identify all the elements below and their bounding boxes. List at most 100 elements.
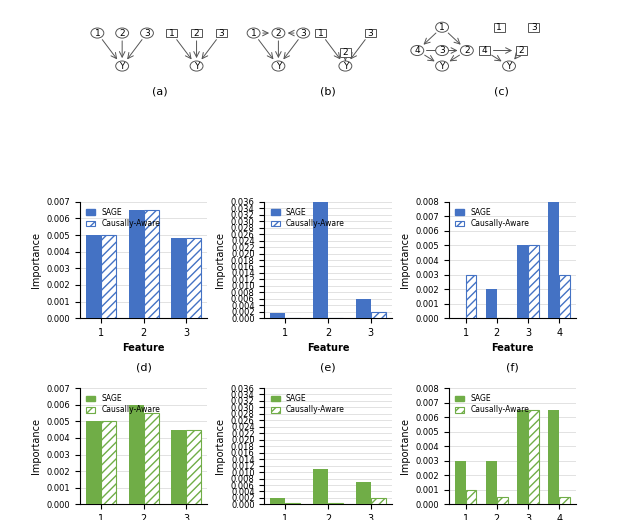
X-axis label: Feature: Feature (307, 344, 349, 354)
Text: Y: Y (440, 61, 445, 71)
Bar (143, 413, 159, 504)
Bar (559, 497, 570, 504)
Bar (315, 29, 326, 37)
Text: 4: 4 (415, 46, 420, 55)
Bar (270, 498, 285, 504)
Bar (186, 238, 202, 318)
Bar (313, 469, 328, 504)
Bar (548, 410, 559, 504)
Bar (517, 410, 528, 504)
Bar (129, 210, 143, 318)
Circle shape (502, 61, 515, 71)
Circle shape (339, 61, 352, 71)
Bar (172, 238, 186, 318)
Bar (100, 421, 116, 504)
Bar (528, 410, 539, 504)
Text: 2: 2 (518, 46, 524, 55)
Text: 4: 4 (481, 46, 487, 55)
Bar (365, 29, 376, 37)
Y-axis label: Importance: Importance (400, 232, 410, 288)
Text: 3: 3 (218, 29, 224, 37)
Text: (b): (b) (320, 86, 336, 96)
Bar (86, 235, 100, 318)
Bar (313, 202, 328, 318)
Circle shape (190, 61, 203, 71)
Bar (270, 314, 285, 318)
Bar (529, 23, 540, 32)
Text: 1: 1 (95, 29, 100, 37)
Text: 2: 2 (276, 29, 281, 37)
Text: 3: 3 (144, 29, 150, 37)
Text: 1: 1 (251, 29, 257, 37)
Y-axis label: Importance: Importance (215, 418, 225, 474)
Circle shape (272, 28, 285, 38)
Circle shape (436, 22, 449, 32)
Bar (528, 245, 539, 318)
Text: 3: 3 (439, 46, 445, 55)
Bar (559, 275, 570, 318)
Text: Y: Y (120, 61, 125, 71)
Text: 2: 2 (194, 29, 200, 37)
Legend: SAGE, Causally-Aware: SAGE, Causally-Aware (268, 392, 347, 417)
Circle shape (247, 28, 260, 38)
Circle shape (436, 61, 449, 71)
Bar (486, 289, 497, 318)
Bar (517, 245, 528, 318)
Bar (486, 461, 497, 504)
Bar (516, 46, 527, 55)
Text: (d): (d) (136, 362, 152, 372)
Text: 1: 1 (169, 29, 175, 37)
X-axis label: Feature: Feature (491, 344, 534, 354)
Text: (f): (f) (506, 362, 519, 372)
Text: (a): (a) (152, 86, 167, 96)
Text: 2: 2 (119, 29, 125, 37)
Bar (371, 498, 386, 504)
Text: 3: 3 (300, 29, 306, 37)
Text: (e): (e) (320, 362, 336, 372)
Y-axis label: Importance: Importance (31, 418, 41, 474)
Circle shape (297, 28, 310, 38)
Circle shape (141, 28, 154, 38)
Bar (454, 461, 465, 504)
Text: Y: Y (194, 61, 199, 71)
Circle shape (460, 45, 474, 56)
Bar (143, 210, 159, 318)
Bar (129, 405, 143, 504)
Bar (172, 430, 186, 504)
Circle shape (436, 45, 449, 56)
Text: 1: 1 (496, 23, 502, 32)
Bar (285, 503, 300, 504)
Bar (328, 503, 343, 504)
Legend: SAGE, Causally-Aware: SAGE, Causally-Aware (452, 205, 531, 230)
Bar (356, 482, 371, 504)
Circle shape (91, 28, 104, 38)
Text: (c): (c) (494, 86, 509, 96)
Text: 2: 2 (342, 48, 348, 57)
Bar (465, 490, 476, 504)
Bar (86, 421, 100, 504)
Circle shape (411, 45, 424, 56)
Text: Y: Y (342, 61, 348, 71)
X-axis label: Feature: Feature (122, 344, 165, 354)
Legend: SAGE, Causally-Aware: SAGE, Causally-Aware (84, 205, 163, 230)
Text: Y: Y (506, 61, 512, 71)
Circle shape (272, 61, 285, 71)
Legend: SAGE, Causally-Aware: SAGE, Causally-Aware (268, 205, 347, 230)
Bar (497, 497, 508, 504)
Bar (216, 29, 227, 37)
Bar (479, 46, 490, 55)
Text: 2: 2 (464, 46, 470, 55)
Legend: SAGE, Causally-Aware: SAGE, Causally-Aware (84, 392, 163, 417)
Y-axis label: Importance: Importance (400, 418, 410, 474)
Y-axis label: Importance: Importance (31, 232, 41, 288)
Circle shape (116, 61, 129, 71)
Bar (340, 48, 351, 57)
Bar (371, 311, 386, 318)
Bar (186, 430, 202, 504)
Bar (465, 275, 476, 318)
Legend: SAGE, Causally-Aware: SAGE, Causally-Aware (452, 392, 531, 417)
Text: Y: Y (276, 61, 281, 71)
Y-axis label: Importance: Importance (215, 232, 225, 288)
Text: 1: 1 (439, 23, 445, 32)
Bar (356, 299, 371, 318)
